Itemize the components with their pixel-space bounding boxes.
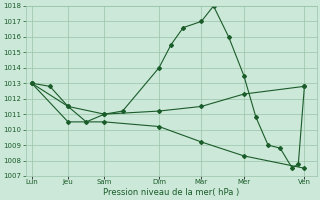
- X-axis label: Pression niveau de la mer( hPa ): Pression niveau de la mer( hPa ): [103, 188, 239, 197]
